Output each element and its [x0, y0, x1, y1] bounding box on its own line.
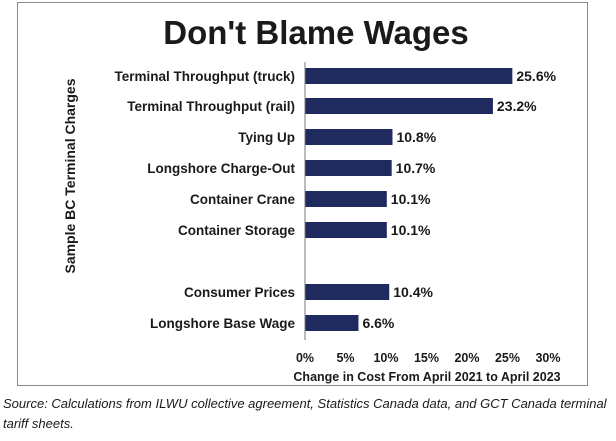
x-tick-label: 5% [336, 351, 354, 365]
value-label-container-crane: 10.1% [391, 191, 431, 207]
x-tick-label: 0% [296, 351, 314, 365]
value-label-longshore-charge-out: 10.7% [396, 160, 436, 176]
y-axis-label: Sample BC Terminal Charges [62, 78, 78, 273]
x-tick-label: 20% [454, 351, 479, 365]
x-tick-label: 10% [373, 351, 398, 365]
source-note: Source: Calculations from ILWU collectiv… [3, 396, 607, 431]
value-label-terminal-throughput-rail: 23.2% [497, 98, 537, 114]
chart-title: Don't Blame Wages [163, 14, 469, 51]
category-label-longshore-base-wage: Longshore Base Wage [150, 316, 296, 331]
bar-container-crane [305, 191, 387, 207]
bar-tying-up [305, 129, 393, 145]
value-label-consumer-prices: 10.4% [393, 284, 433, 300]
x-tick-label: 15% [414, 351, 439, 365]
bar-container-storage [305, 222, 387, 238]
category-label-consumer-prices: Consumer Prices [184, 285, 295, 300]
x-tick-label: 30% [535, 351, 560, 365]
x-axis-label: Change in Cost From April 2021 to April … [293, 370, 560, 384]
value-label-longshore-base-wage: 6.6% [362, 315, 394, 331]
category-label-longshore-charge-out: Longshore Charge-Out [147, 161, 295, 176]
value-label-tying-up: 10.8% [396, 129, 436, 145]
category-label-terminal-throughput-truck: Terminal Throughput (truck) [115, 69, 296, 84]
category-label-tying-up: Tying Up [238, 130, 295, 145]
chart-frame [17, 2, 588, 386]
bar-longshore-base-wage [305, 315, 359, 331]
x-tick-label: 25% [495, 351, 520, 365]
bar-terminal-throughput-truck [305, 68, 513, 84]
bar-terminal-throughput-rail [305, 98, 493, 114]
bar-longshore-charge-out [305, 160, 392, 176]
category-label-container-crane: Container Crane [190, 192, 296, 207]
value-label-container-storage: 10.1% [391, 222, 431, 238]
category-label-container-storage: Container Storage [178, 223, 296, 238]
bar-consumer-prices [305, 284, 390, 300]
value-label-terminal-throughput-truck: 25.6% [516, 68, 556, 84]
category-label-terminal-throughput-rail: Terminal Throughput (rail) [127, 99, 295, 114]
bar-chart: Don't Blame Wages Sample BC Terminal Cha… [62, 14, 561, 384]
